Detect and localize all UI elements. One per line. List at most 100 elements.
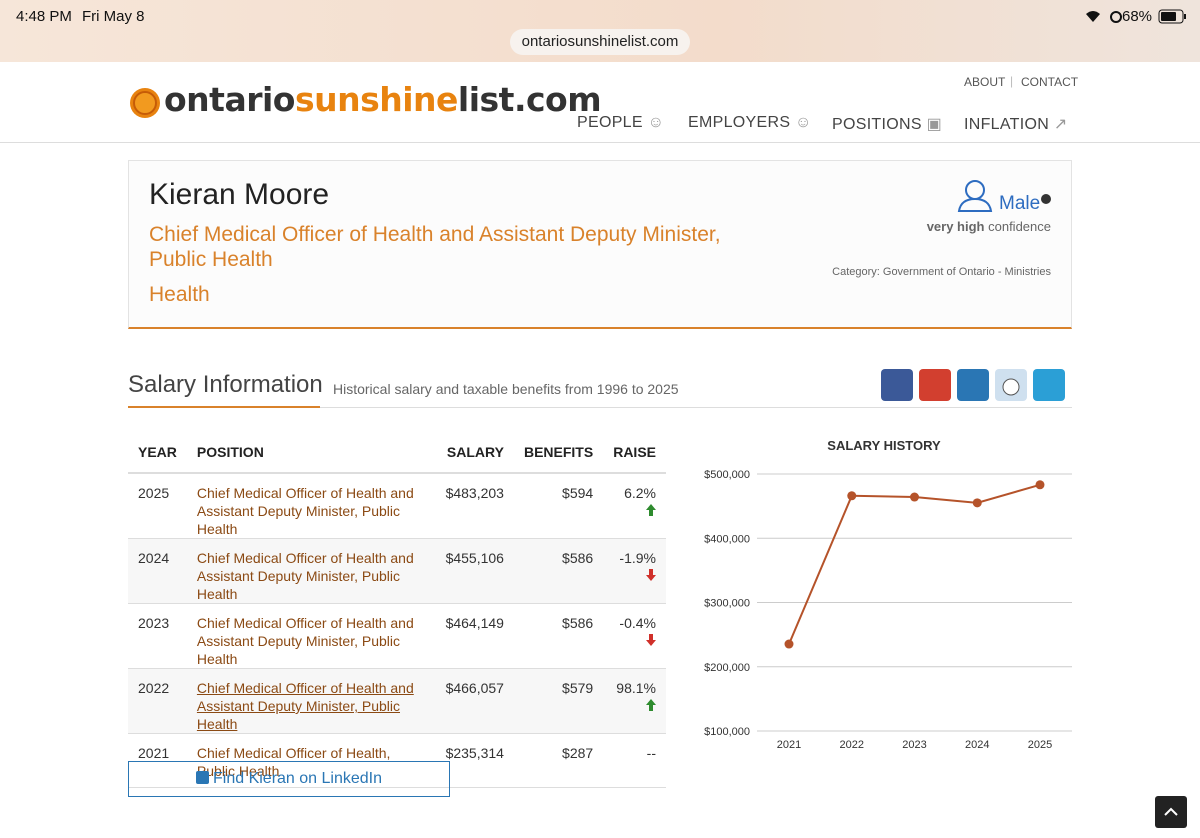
site-header: ontariosunshinelist.com ABOUT | CONTACT … bbox=[0, 62, 1200, 143]
benefits-cell: $586 bbox=[513, 538, 604, 604]
ministry[interactable]: Health bbox=[149, 283, 210, 306]
raise-arrow bbox=[646, 569, 656, 581]
data-point bbox=[784, 639, 794, 649]
nav-text: POSITIONS bbox=[832, 116, 922, 133]
y-tick-label: $300,000 bbox=[704, 598, 750, 610]
share-twitter[interactable] bbox=[1033, 369, 1065, 401]
nav-text: INFLATION bbox=[964, 116, 1050, 133]
y-tick-label: $500,000 bbox=[704, 469, 750, 481]
separator: | bbox=[1010, 74, 1014, 88]
position-cell[interactable]: Chief Medical Officer of Health and Assi… bbox=[186, 473, 436, 539]
benefits-cell: $594 bbox=[513, 473, 604, 539]
scroll-top[interactable] bbox=[1155, 796, 1187, 828]
salary-table: YEAR POSITION SALARY BENEFITS RAISE 2025… bbox=[128, 432, 666, 788]
nav-link[interactable]: EMPLOYERS ☺ bbox=[688, 114, 812, 131]
share-facebook[interactable] bbox=[881, 369, 913, 401]
raise-arrow bbox=[646, 504, 656, 516]
th: YEAR bbox=[128, 432, 187, 474]
logo-part: ontario bbox=[164, 80, 295, 119]
position-cell[interactable]: Chief Medical Officer of Health and Assi… bbox=[186, 668, 436, 734]
year-cell: 2023 bbox=[128, 603, 187, 669]
raise-cell: -1.9% bbox=[603, 538, 666, 604]
logo-sun[interactable] bbox=[128, 86, 162, 120]
year-cell: 2025 bbox=[128, 473, 187, 539]
linkedin-text: Find Kieran on LinkedIn bbox=[213, 770, 382, 787]
x-tick-label: 2024 bbox=[965, 739, 989, 751]
nav-link[interactable]: INFLATION ↗ bbox=[964, 116, 1068, 133]
table-row: 2022 Chief Medical Officer of Health and … bbox=[128, 668, 666, 734]
salary-chart: SALARY HISTORY $100,000 $200,000 $300,000 $… bbox=[704, 438, 1072, 751]
data-point bbox=[910, 492, 919, 502]
data-point bbox=[847, 491, 857, 501]
share-googleplus[interactable] bbox=[919, 369, 951, 401]
x-tick-label: 2023 bbox=[902, 739, 926, 751]
share-linkedin[interactable] bbox=[957, 369, 989, 401]
logo[interactable]: ontariosunshinelist.com bbox=[164, 80, 602, 119]
confidence-level: very high bbox=[926, 219, 985, 234]
y-tick-label: $100,000 bbox=[704, 726, 750, 738]
top-link[interactable]: CONTACT bbox=[1021, 75, 1079, 89]
battery-icon bbox=[1158, 9, 1186, 24]
status-icons bbox=[1086, 11, 1122, 23]
chart-title: SALARY HISTORY bbox=[827, 438, 941, 453]
logo-part: list.com bbox=[457, 80, 602, 119]
benefits-cell: $287 bbox=[513, 733, 604, 788]
table-row: 2023 Chief Medical Officer of Health and … bbox=[128, 603, 666, 669]
url-bar[interactable]: ontariosunshinelist.com bbox=[510, 29, 690, 55]
salary-cell: $455,106 bbox=[435, 538, 514, 604]
salary-line bbox=[788, 483, 1041, 645]
y-tick-label: $400,000 bbox=[704, 533, 750, 545]
battery-percent: 68% bbox=[1122, 8, 1153, 25]
th: SALARY bbox=[435, 432, 514, 474]
section-underline bbox=[128, 406, 320, 408]
position-cell[interactable]: Chief Medical Officer of Health and Assi… bbox=[186, 603, 436, 669]
raise-arrow bbox=[646, 634, 656, 646]
confidence-word: confidence bbox=[988, 219, 1051, 234]
position-cell[interactable]: Chief Medical Officer of Health and Assi… bbox=[186, 538, 436, 604]
raise-cell: -0.4% bbox=[603, 603, 666, 669]
share-icons bbox=[881, 369, 1065, 401]
section-title: Salary Information bbox=[128, 371, 323, 398]
x-tick-label: 2021 bbox=[777, 739, 801, 751]
gender-icon bbox=[957, 180, 993, 212]
nav-text: PEOPLE bbox=[577, 114, 643, 131]
table-row: 2025 Chief Medical Officer of Health and … bbox=[128, 473, 666, 539]
position-cell[interactable]: Chief Medical Officer of Health, Public … bbox=[186, 733, 436, 788]
confidence: very high confidence bbox=[927, 219, 1051, 234]
section-rule bbox=[320, 407, 1072, 408]
x-tick-label: 2022 bbox=[840, 739, 864, 751]
gender: Male bbox=[999, 193, 1041, 214]
th: BENEFITS bbox=[513, 432, 604, 474]
header-row: YEAR POSITION SALARY BENEFITS RAISE bbox=[128, 432, 666, 474]
salary-cell: $464,149 bbox=[435, 603, 514, 669]
person-name: Kieran Moore bbox=[149, 178, 330, 211]
logo-part: sunshine bbox=[294, 80, 458, 119]
top-link[interactable]: ABOUT bbox=[964, 75, 1006, 89]
raise-arrow bbox=[646, 699, 656, 711]
salary-cell: $483,203 bbox=[435, 473, 514, 539]
table-row: 2021 Chief Medical Officer of Health, Pub… bbox=[128, 733, 666, 788]
nav-link[interactable]: POSITIONS ▣ bbox=[832, 116, 942, 133]
person-title[interactable]: Chief Medical Officer of Health and Assi… bbox=[149, 223, 721, 271]
linkedin-button[interactable]: Find Kieran on LinkedIn bbox=[128, 761, 450, 797]
table-body: 2025 Chief Medical Officer of Health and … bbox=[128, 473, 666, 788]
profile-card: Kieran Moore Chief Medical Officer of He… bbox=[128, 160, 1072, 329]
benefits-cell: $586 bbox=[513, 603, 604, 669]
category: Category: Government of Ontario - Minist… bbox=[832, 266, 1051, 278]
help-icon[interactable] bbox=[1041, 194, 1051, 204]
section-subtitle: Historical salary and taxable benefits f… bbox=[333, 381, 679, 397]
salary-cell: $235,314 bbox=[435, 733, 514, 788]
data-point bbox=[972, 498, 982, 508]
nav-text: EMPLOYERS bbox=[688, 114, 791, 131]
raise-cell: 6.2% bbox=[603, 473, 666, 539]
raise-cell: -- bbox=[603, 733, 666, 788]
y-tick-label: $200,000 bbox=[704, 662, 750, 674]
nav-link[interactable]: PEOPLE ☺ bbox=[577, 114, 665, 131]
year-cell: 2024 bbox=[128, 538, 187, 604]
th: RAISE bbox=[603, 432, 666, 474]
x-tick-label: 2025 bbox=[1028, 739, 1052, 751]
time: 4:48 PM bbox=[16, 8, 72, 25]
th: POSITION bbox=[186, 432, 436, 474]
